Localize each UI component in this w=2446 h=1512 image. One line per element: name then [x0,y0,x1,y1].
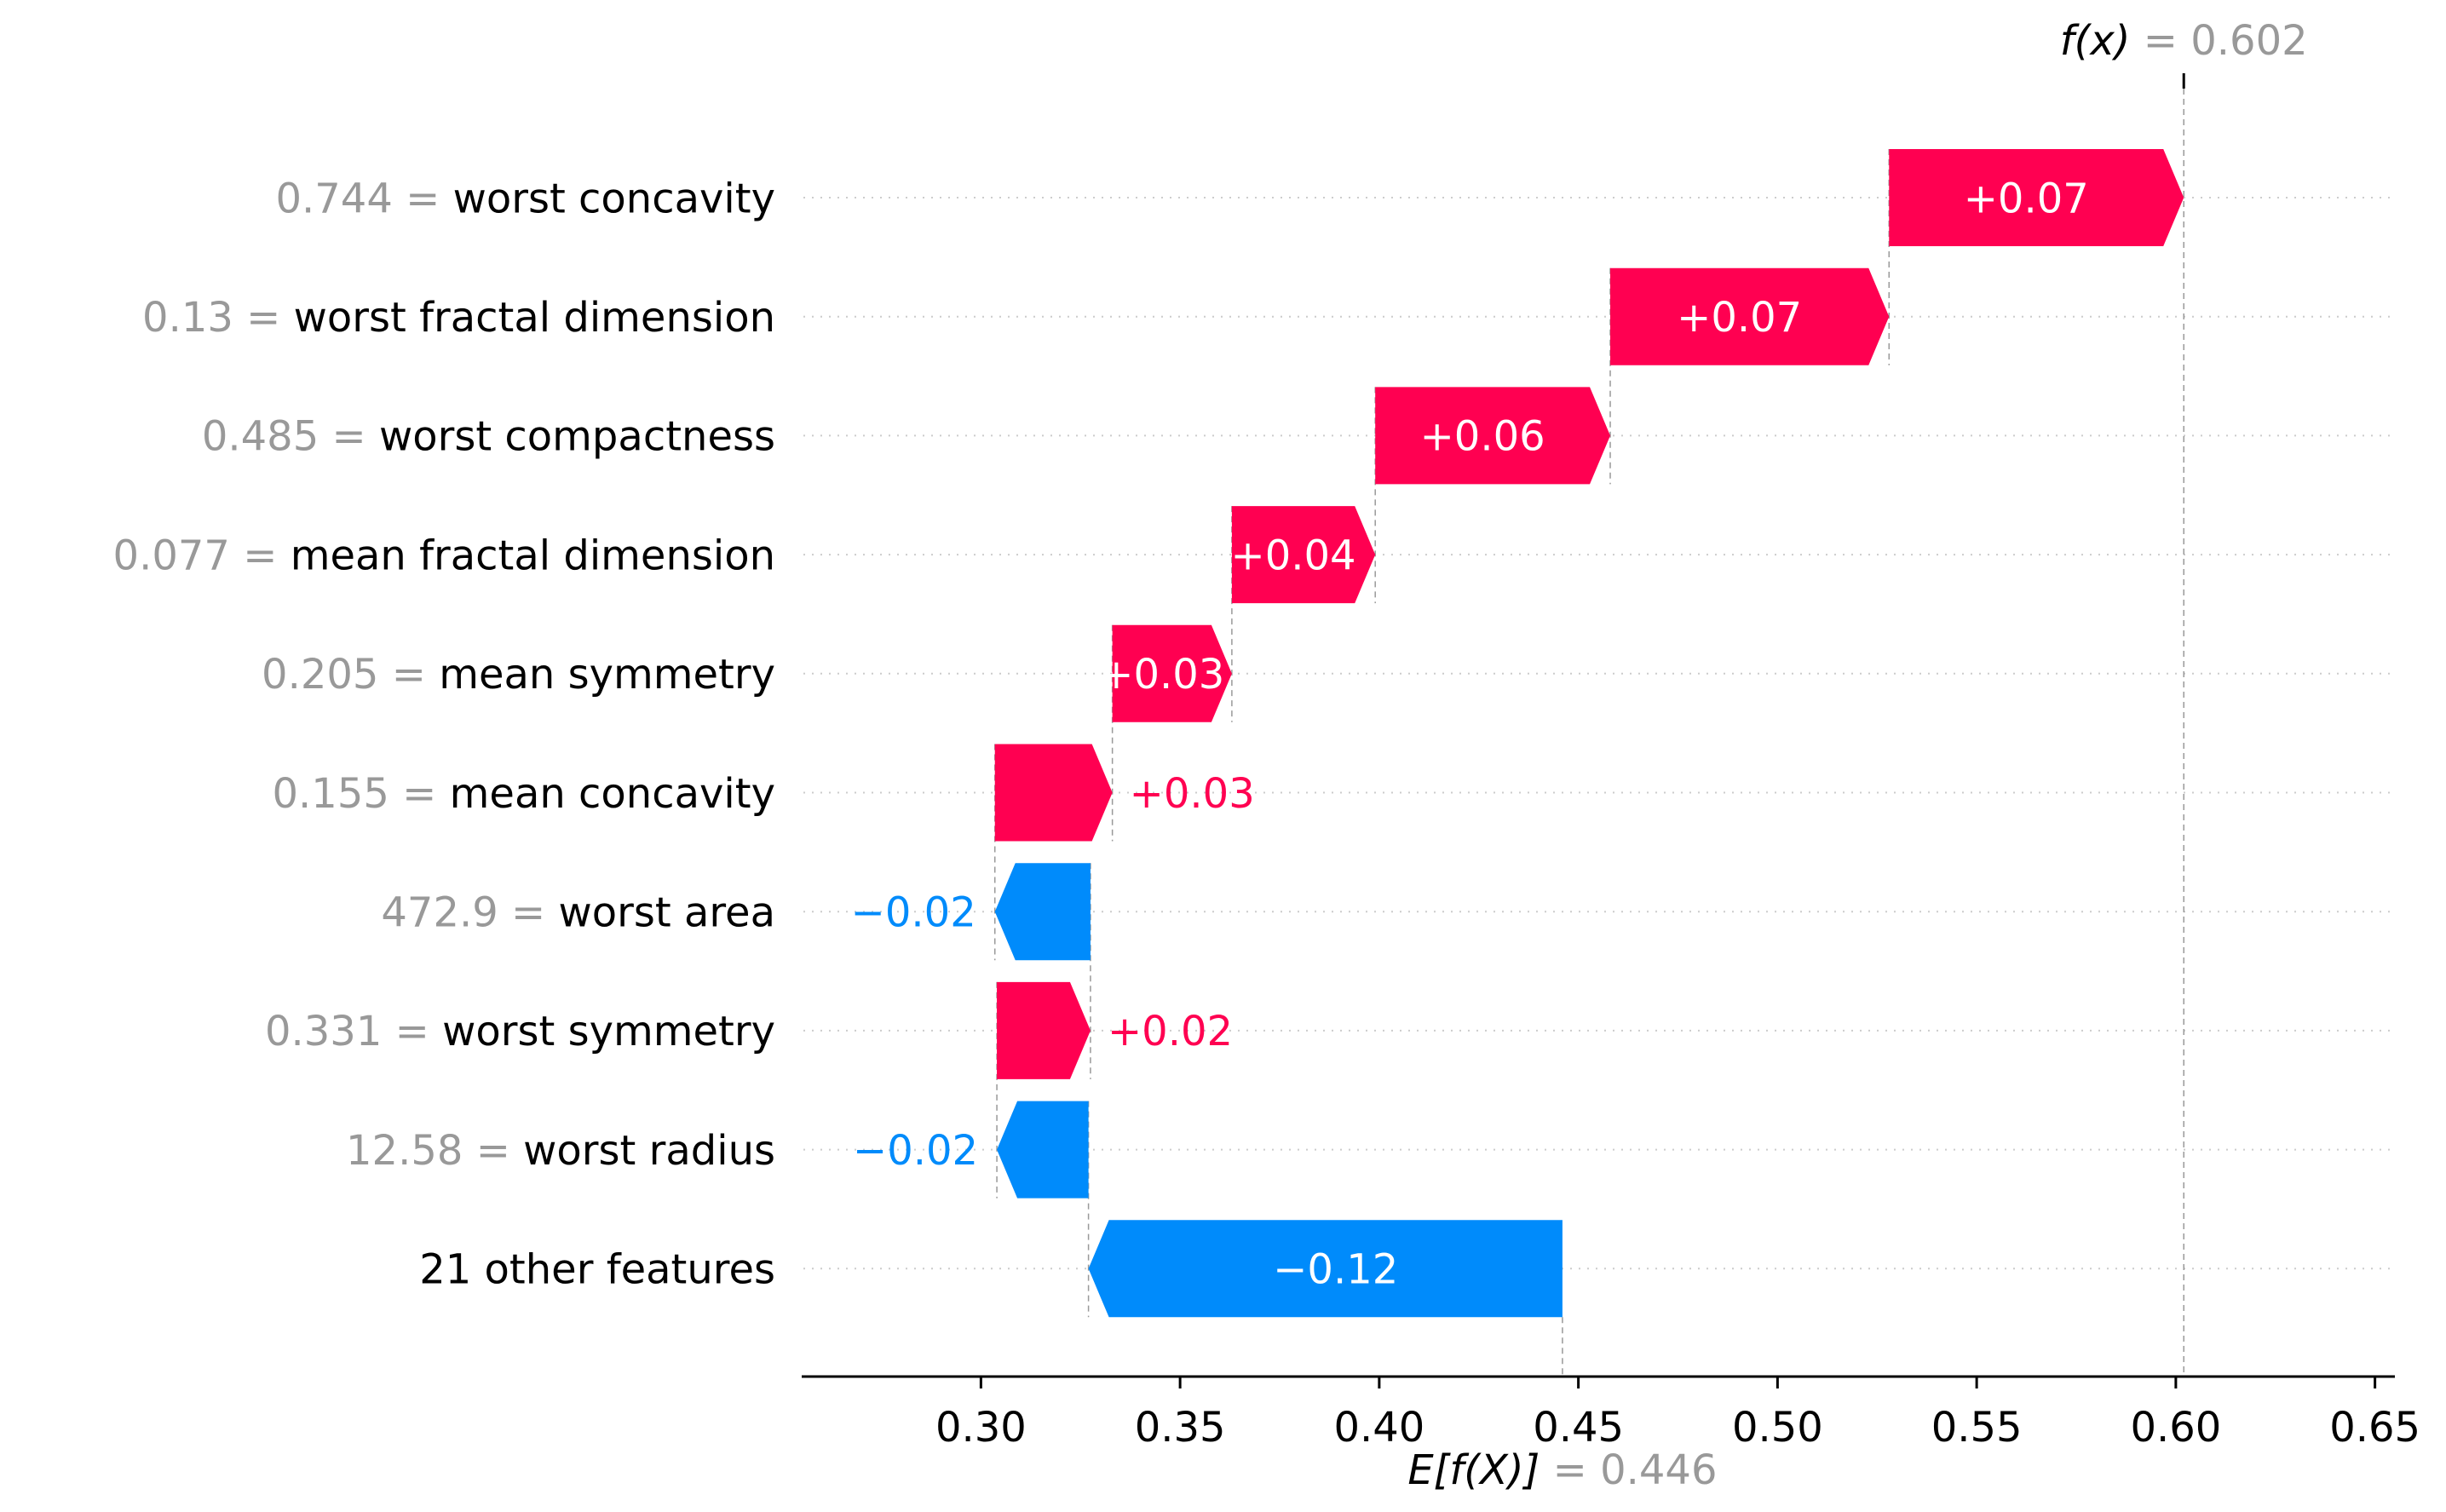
feature-name: mean fractal dimension [291,532,775,579]
negative-bar [994,863,1091,961]
x-tick-label: 0.40 [1333,1404,1424,1452]
positive-bar [1231,506,1376,604]
fx-annotation: f(x) = 0.602 [2060,17,2308,89]
feature-label: 0.205 = mean symmetry [262,651,775,699]
x-tick-label: 0.50 [1732,1404,1823,1452]
positive-bar [1375,387,1611,485]
feature-name: worst concavity [453,175,775,222]
feature-name: worst area [559,888,775,936]
feature-name: worst compactness [379,413,775,461]
feature-label: 0.077 = mean fractal dimension [113,532,775,579]
bar-value-label: −0.02 [851,888,976,936]
feature-value: 472.9 = [381,888,558,936]
feature-label: 21 other features [419,1246,775,1294]
x-tick-label: 0.45 [1533,1404,1624,1452]
bar-value-label: −0.02 [853,1127,978,1175]
feature-label: 0.13 = worst fractal dimension [142,294,775,342]
feature-name: mean concavity [450,770,775,818]
feature-value: 0.205 = [262,651,439,699]
positive-bar [994,744,1113,842]
x-axis: 0.30 0.35 0.40 0.45 0.50 0.55 0.60 0.65 E[f(X)] … [802,1375,2420,1494]
x-tick-label: 0.65 [2329,1404,2420,1452]
positive-bar [1889,149,2184,246]
feature-name: worst symmetry [442,1008,775,1055]
x-tick-label: 0.60 [2130,1404,2221,1452]
feature-value: 0.485 = [202,413,379,461]
x-tick-label: 0.55 [1931,1404,2023,1452]
feature-name: worst radius [523,1127,775,1175]
feature-name: worst fractal dimension [294,294,775,342]
base-value-number: = 0.446 [1540,1446,1717,1494]
feature-label: 0.155 = mean concavity [273,770,776,818]
negative-bar [997,1101,1089,1199]
feature-name: 21 other features [419,1246,775,1294]
feature-label: 0.331 = worst symmetry [265,1008,775,1055]
x-tick-label: 0.35 [1135,1404,1226,1452]
feature-value: 0.331 = [265,1008,442,1055]
feature-value: 0.744 = [275,175,452,222]
bar-value-label: +0.03 [1099,651,1224,699]
bar-value-label: −0.12 [1273,1246,1398,1294]
positive-bar [1610,267,1890,365]
bar-value-label: +0.02 [1108,1008,1233,1055]
positive-bar [997,981,1091,1079]
bar-value-label: +0.07 [1964,175,2089,222]
feature-value: 0.13 = [142,294,294,342]
output-value-number: = 0.602 [2131,17,2308,65]
bars [994,149,2184,1318]
output-value-symbol: f(x) [2060,17,2131,65]
bar-value-labels: +0.07 +0.07 +0.06 +0.04 +0.03 +0.03 −0.02 +0.02… [851,175,2089,1293]
bar-value-label: +0.04 [1231,532,1356,579]
output-value-label: f(x) = 0.602 [2060,17,2308,65]
feature-value: 12.58 = [346,1127,523,1175]
base-value-symbol: E[f(X)] [1407,1446,1540,1494]
bar-value-label: +0.07 [1677,294,1802,342]
feature-label: 472.9 = worst area [381,888,775,936]
feature-name: mean symmetry [439,651,775,699]
x-tick-label: 0.30 [935,1404,1027,1452]
positive-bar [1112,624,1232,722]
feature-labels: 0.744 = worst concavity 0.13 = worst frac… [113,175,775,1293]
feature-label: 0.485 = worst compactness [202,413,775,461]
feature-label: 0.744 = worst concavity [275,175,775,222]
bar-value-label: +0.06 [1420,413,1545,461]
base-value-label: E[f(X)] = 0.446 [1407,1446,1717,1494]
feature-label: 12.58 = worst radius [346,1127,775,1175]
bar-connectors [993,78,2184,1377]
feature-value: 0.077 = [113,532,291,579]
feature-value: 0.155 = [273,770,450,818]
negative-bar [1088,1220,1563,1318]
bar-value-label: +0.03 [1130,770,1255,818]
